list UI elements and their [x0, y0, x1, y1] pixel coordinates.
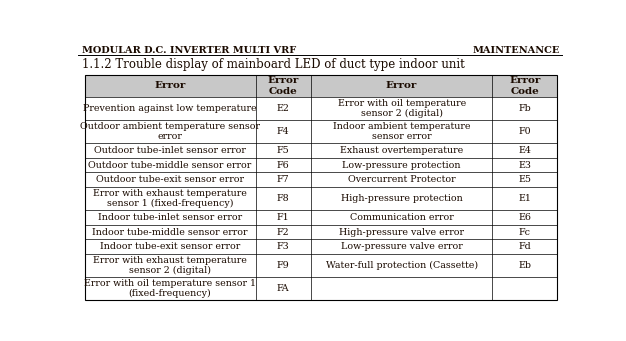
Text: Exhaust overtemperature: Exhaust overtemperature [340, 146, 463, 155]
Text: Communication error: Communication error [350, 213, 453, 222]
Text: Eb: Eb [518, 261, 531, 270]
Text: E1: E1 [518, 194, 531, 203]
Text: Error
Code: Error Code [509, 76, 540, 96]
Text: Fd: Fd [518, 242, 531, 251]
Text: E3: E3 [518, 161, 531, 170]
Text: 1.1.2 Trouble display of mainboard LED of duct type indoor unit: 1.1.2 Trouble display of mainboard LED o… [82, 58, 465, 71]
Text: F3: F3 [277, 242, 290, 251]
Text: Indoor tube-middle sensor error: Indoor tube-middle sensor error [93, 227, 248, 237]
Text: MAINTENANCE: MAINTENANCE [472, 46, 560, 55]
Text: Error with oil temperature sensor 1
(fixed-frequency): Error with oil temperature sensor 1 (fix… [84, 279, 256, 298]
Text: F2: F2 [277, 227, 290, 237]
Text: F8: F8 [277, 194, 290, 203]
Text: Prevention against low temperature: Prevention against low temperature [83, 104, 257, 113]
Text: High-pressure valve error: High-pressure valve error [339, 227, 464, 237]
Text: F7: F7 [277, 175, 290, 184]
Text: F4: F4 [277, 127, 290, 136]
Text: F9: F9 [277, 261, 290, 270]
Text: F6: F6 [277, 161, 290, 170]
Text: Error with oil temperature
sensor 2 (digital): Error with oil temperature sensor 2 (dig… [337, 99, 466, 118]
Text: E6: E6 [518, 213, 531, 222]
Text: Fb: Fb [518, 104, 531, 113]
Text: F5: F5 [277, 146, 290, 155]
Bar [85, 75, 557, 300]
Text: E5: E5 [518, 175, 531, 184]
Text: MODULAR D.C. INVERTER MULTI VRF: MODULAR D.C. INVERTER MULTI VRF [82, 46, 296, 55]
Text: Indoor tube-inlet sensor error: Indoor tube-inlet sensor error [98, 213, 242, 222]
Text: High-pressure protection: High-pressure protection [341, 194, 463, 203]
Text: Outdoor tube-exit sensor error: Outdoor tube-exit sensor error [96, 175, 244, 184]
Text: Error: Error [155, 81, 186, 90]
Text: Outdoor tube-inlet sensor error: Outdoor tube-inlet sensor error [94, 146, 246, 155]
Text: Indoor ambient temperature
sensor error: Indoor ambient temperature sensor error [333, 122, 470, 142]
Text: Water-full protection (Cassette): Water-full protection (Cassette) [326, 261, 478, 270]
Text: Low-pressure protection: Low-pressure protection [342, 161, 461, 170]
Text: F1: F1 [277, 213, 290, 222]
Text: Error
Code: Error Code [267, 76, 299, 96]
Text: FA: FA [277, 284, 290, 293]
Text: Outdoor tube-middle sensor error: Outdoor tube-middle sensor error [88, 161, 252, 170]
Text: E4: E4 [518, 146, 531, 155]
Text: E2: E2 [277, 104, 290, 113]
Bar [85, 75, 557, 97]
Text: Outdoor ambient temperature sensor
error: Outdoor ambient temperature sensor error [80, 122, 260, 142]
Text: Indoor tube-exit sensor error: Indoor tube-exit sensor error [100, 242, 240, 251]
Text: Error with exhaust temperature
sensor 1 (fixed-frequency): Error with exhaust temperature sensor 1 … [93, 189, 247, 208]
Text: F0: F0 [518, 127, 531, 136]
Text: Fc: Fc [519, 227, 531, 237]
Text: Overcurrent Protector: Overcurrent Protector [348, 175, 456, 184]
Text: Error: Error [386, 81, 418, 90]
Text: Error with exhaust temperature
sensor 2 (digital): Error with exhaust temperature sensor 2 … [93, 256, 247, 275]
Text: Low-pressure valve error: Low-pressure valve error [341, 242, 463, 251]
